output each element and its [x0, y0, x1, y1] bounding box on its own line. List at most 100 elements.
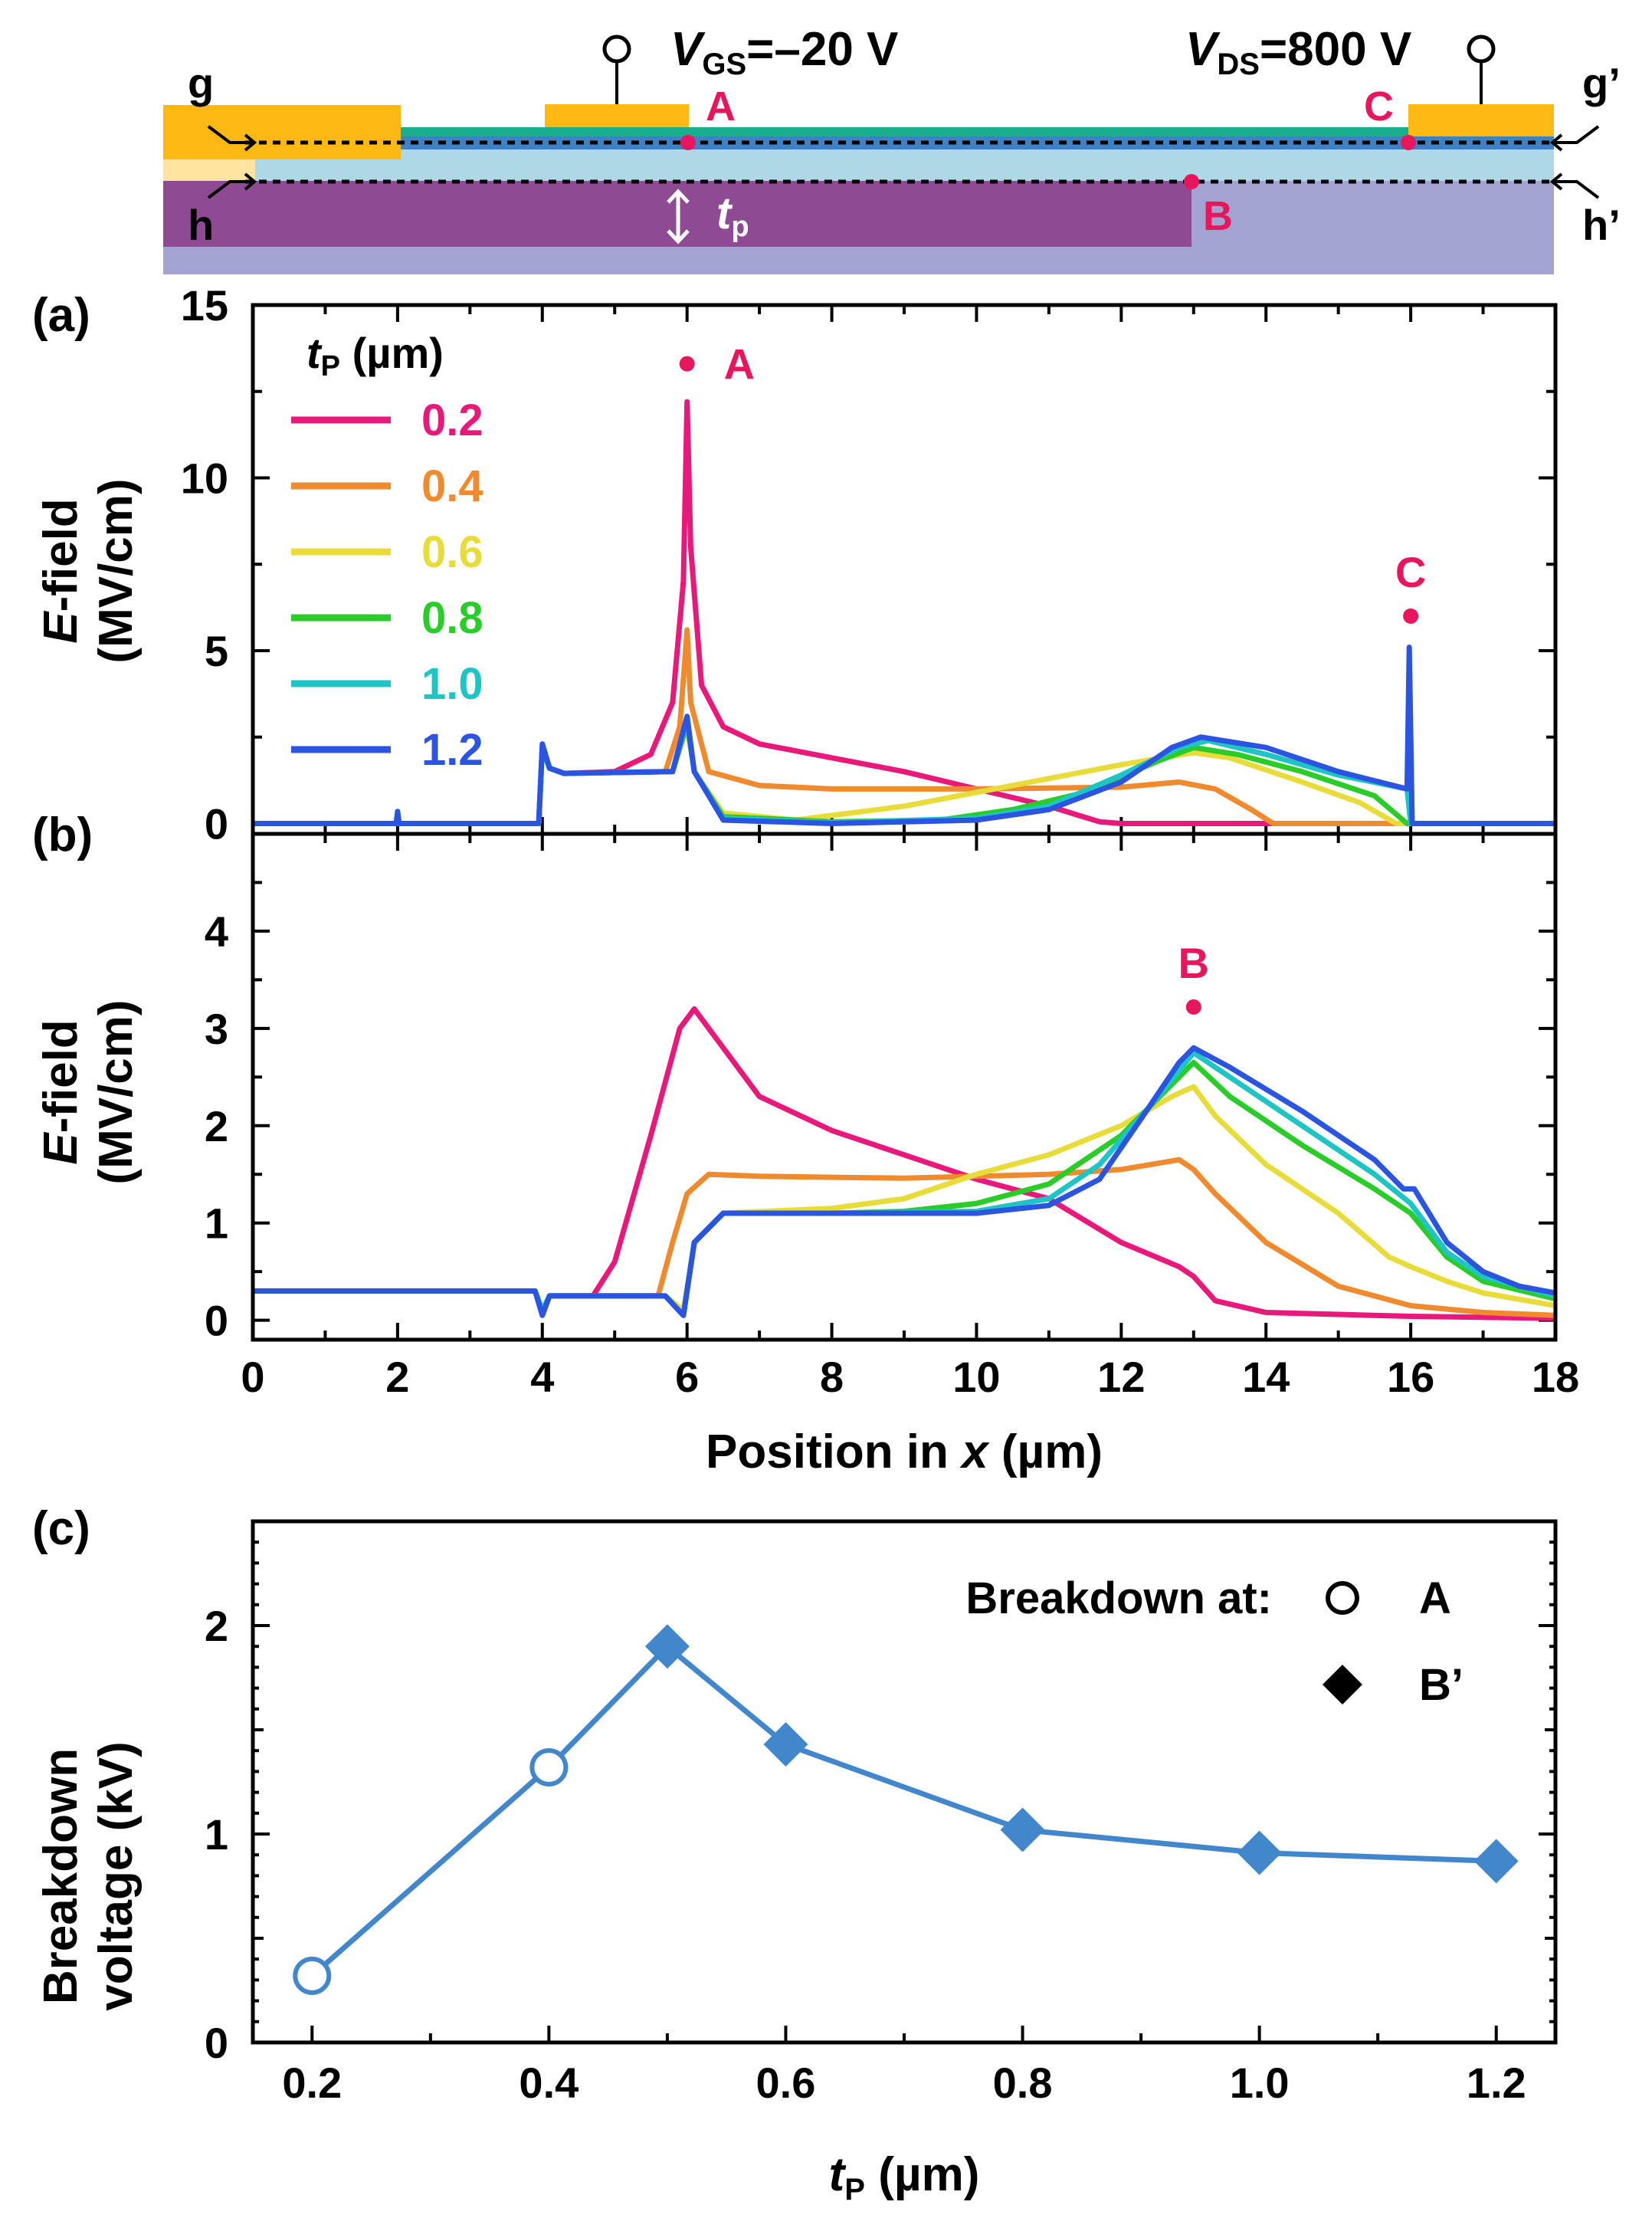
legend-c-a-label: A	[1419, 1573, 1451, 1623]
panel-a-label: (a)	[32, 289, 90, 342]
gate-electrode	[545, 104, 689, 127]
y-tick-label: 0	[205, 2019, 228, 2067]
marker-C	[1403, 608, 1419, 624]
ylabel-c-line1: Breakdown	[34, 1748, 87, 2004]
series-group	[253, 1006, 1555, 1321]
marker-label-C: C	[1395, 548, 1426, 596]
panel-b-label: (b)	[32, 809, 93, 861]
source-electrode	[163, 105, 401, 159]
panel-c-label: (c)	[32, 1502, 90, 1555]
legend-a-label: 0.6	[421, 527, 483, 577]
y-tick-label: 5	[205, 627, 228, 675]
y-tick-label: 4	[205, 907, 228, 956]
breakdown-line	[310, 1642, 1496, 1978]
data-point-open-circle	[293, 1956, 332, 1995]
x-tick-label: 10	[952, 1353, 1000, 1401]
drain-terminal-icon	[1467, 34, 1496, 64]
marker-A	[679, 356, 695, 372]
y-tick-label: 10	[181, 454, 228, 502]
series-line-0.8	[253, 1059, 1555, 1318]
legend-c-diamond-icon	[1323, 1665, 1362, 1705]
y-tick-label: 15	[181, 281, 228, 330]
legend-a-label: 0.8	[421, 593, 483, 643]
xlabel-ab: Position in x (µm)	[706, 1426, 1103, 1478]
legend-c-title: Breakdown at:	[965, 1573, 1272, 1623]
x-tick-label: 0.8	[993, 2059, 1053, 2107]
series-line-0.6	[253, 1084, 1555, 1314]
tp-label: tp	[716, 189, 749, 243]
legend-a-label: 0.4	[421, 461, 483, 511]
marker-label-B: B	[1178, 939, 1209, 987]
legend-c-circle-icon	[1326, 1581, 1359, 1615]
legend-a-title: tP (µm)	[306, 329, 444, 382]
device-schematic: VGS=–20 V VDS=800 V g h g’ h’ A B C tp	[163, 23, 1621, 274]
series-line-1.0	[253, 1050, 1555, 1318]
arrow-g-right-icon	[1549, 125, 1600, 152]
y-tick-label: 0	[205, 799, 228, 848]
legend-c-b-label: B’	[1419, 1660, 1464, 1710]
ylabel-b-unit: (MV/cm)	[90, 999, 143, 1184]
x-tick-label: 2	[385, 1353, 409, 1401]
legend-a: tP (µm) 0.2 0.4 0.6 0.8 1.0 1.2	[291, 329, 483, 775]
arrow-g-left-icon	[207, 125, 257, 152]
data-point-diamond	[1473, 1839, 1519, 1884]
data-point-open-circle	[529, 1747, 569, 1787]
x-tick-label: 18	[1532, 1353, 1579, 1401]
series-group	[253, 399, 1555, 826]
x-tick-label: 0.6	[756, 2059, 816, 2107]
source-interlayer	[163, 159, 255, 181]
marker-label-A: A	[724, 340, 755, 389]
ylabel-a-unit: (MV/cm)	[90, 478, 143, 663]
data-point-diamond	[1000, 1807, 1045, 1852]
x-tick-label: 1.0	[1230, 2059, 1290, 2107]
arrow-h-right-icon	[1549, 172, 1600, 199]
y-tick-label: 0	[205, 1297, 228, 1345]
y-tick-label: 2	[205, 1102, 228, 1150]
plot-frame	[251, 832, 1558, 1342]
series-line-1.2	[253, 645, 1555, 826]
passivation-layer	[401, 127, 1408, 136]
barrier-layer-drain	[1408, 136, 1554, 149]
vds-label: VDS=800 V	[1185, 23, 1411, 81]
plot-c: 0.2 0.4 0.6 0.8 1.0 1.2 0 1 2	[205, 1519, 1558, 2107]
ylabel-a: E-field	[34, 498, 87, 643]
y-tick-label: 1	[205, 1199, 228, 1248]
y-tick-label: 3	[205, 1005, 228, 1053]
x-tick-label: 0.4	[519, 2059, 579, 2107]
legend-a-label: 1.2	[421, 725, 483, 775]
x-tick-label: 8	[820, 1353, 844, 1401]
data-point-diamond	[763, 1722, 808, 1767]
h-label: h	[188, 201, 214, 249]
point-b-marker	[1184, 174, 1199, 189]
point-b-label: B	[1203, 193, 1233, 239]
point-a-label: A	[706, 84, 736, 130]
legend-a-label: 1.0	[421, 659, 483, 709]
point-c-label: C	[1364, 84, 1394, 130]
y-tick-label: 1	[205, 1810, 228, 1859]
series-line-1.2	[253, 1045, 1555, 1318]
gate-terminal-icon	[602, 34, 631, 64]
g-prime-label: g’	[1582, 59, 1621, 107]
channel-layer	[255, 149, 1554, 181]
ylabel-b: E-field	[34, 1019, 87, 1164]
x-tick-label: 0.2	[282, 2059, 342, 2107]
marker-B	[1185, 999, 1201, 1015]
x-tick-label: 0	[241, 1353, 264, 1401]
legend-a-label: 0.2	[421, 395, 483, 445]
arrow-h-left-icon	[207, 172, 257, 199]
point-a-marker	[680, 135, 696, 150]
legend-c: Breakdown at: A B’	[965, 1573, 1464, 1710]
x-tick-label: 16	[1387, 1353, 1434, 1401]
g-label: g	[188, 59, 214, 107]
tp-arrow-icon	[667, 189, 690, 244]
plot-frame	[251, 1519, 1558, 2045]
ylabel-c-line2: voltage (kV)	[90, 1741, 143, 2010]
h-prime-label: h’	[1582, 201, 1621, 249]
x-tick-label: 1.2	[1467, 2059, 1526, 2107]
x-tick-label: 4	[530, 1353, 554, 1401]
data-point-diamond	[1237, 1830, 1282, 1875]
point-c-marker	[1401, 135, 1416, 150]
x-tick-label: 14	[1242, 1353, 1290, 1401]
drain-electrode	[1408, 104, 1554, 136]
